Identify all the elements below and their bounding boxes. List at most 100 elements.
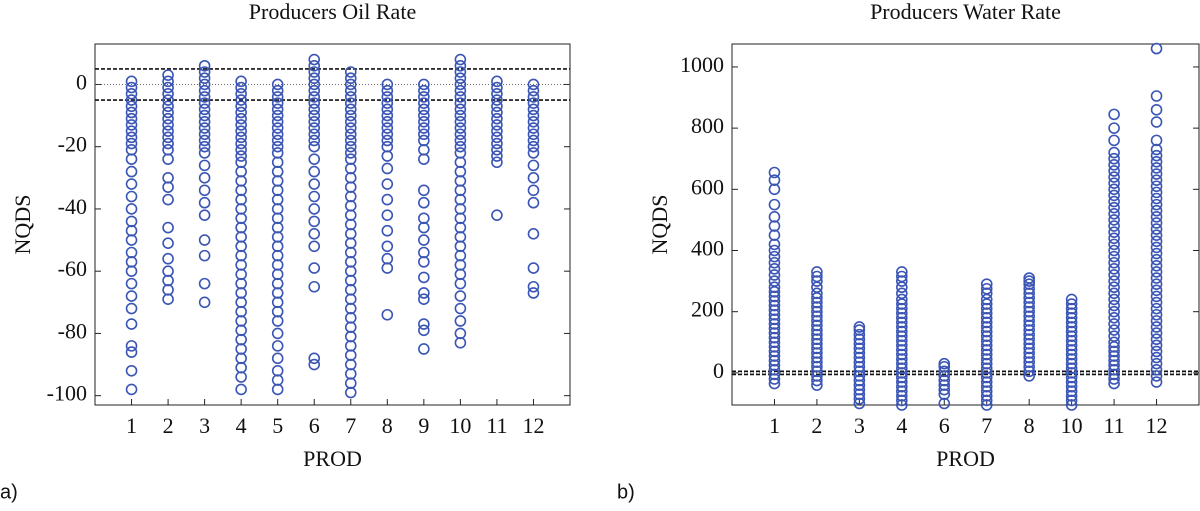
x-axis-label: PROD bbox=[936, 446, 995, 471]
data-point bbox=[418, 343, 430, 355]
data-point bbox=[1150, 339, 1163, 352]
data-point bbox=[527, 78, 540, 91]
y-axis-label: NQDS bbox=[10, 195, 35, 255]
data-point bbox=[980, 321, 993, 333]
data-point bbox=[235, 125, 247, 137]
data-point bbox=[853, 388, 866, 401]
data-point bbox=[198, 209, 211, 221]
data-point bbox=[454, 327, 467, 340]
y-axis-label: NQDS bbox=[647, 195, 672, 255]
x-tick-label: 7 bbox=[981, 413, 992, 438]
data-point bbox=[938, 383, 951, 396]
data-point bbox=[1023, 272, 1035, 284]
data-point bbox=[1108, 345, 1120, 358]
data-point bbox=[1108, 368, 1120, 381]
data-point bbox=[125, 346, 138, 358]
data-point bbox=[454, 336, 467, 349]
x-tick-label: 7 bbox=[345, 413, 356, 438]
data-point bbox=[381, 109, 394, 122]
data-point bbox=[271, 84, 284, 97]
data-point bbox=[491, 112, 503, 125]
y-tick-label: -40 bbox=[58, 194, 87, 219]
data-point bbox=[198, 159, 211, 172]
data-point bbox=[235, 112, 247, 125]
data-point bbox=[1108, 305, 1120, 318]
data-point bbox=[1023, 365, 1035, 378]
y-tick-label: -20 bbox=[58, 132, 87, 157]
data-point bbox=[980, 302, 993, 315]
data-point bbox=[853, 333, 866, 346]
data-point bbox=[1108, 354, 1120, 367]
data-point bbox=[308, 153, 321, 165]
data-point bbox=[198, 140, 211, 153]
data-point bbox=[235, 240, 247, 253]
data-point bbox=[980, 362, 993, 375]
data-point bbox=[811, 379, 823, 391]
y-tick-label: 400 bbox=[691, 236, 724, 261]
data-point bbox=[344, 97, 357, 109]
data-point bbox=[1023, 351, 1035, 364]
data-point bbox=[418, 109, 430, 122]
data-point bbox=[344, 237, 357, 249]
data-point bbox=[381, 134, 394, 147]
data-point bbox=[1065, 334, 1078, 347]
data-point bbox=[1108, 122, 1120, 134]
data-point bbox=[344, 109, 357, 122]
data-point bbox=[308, 128, 321, 141]
data-point bbox=[853, 321, 866, 333]
data-point bbox=[235, 212, 247, 225]
data-point bbox=[125, 178, 138, 190]
data-point bbox=[198, 78, 211, 91]
data-point bbox=[125, 100, 138, 113]
data-point bbox=[1150, 204, 1163, 217]
data-point bbox=[1023, 328, 1035, 341]
data-point bbox=[271, 109, 284, 122]
data-point bbox=[980, 353, 993, 365]
data-point bbox=[344, 200, 357, 212]
data-point bbox=[1150, 198, 1163, 211]
x-tick-label: 1 bbox=[769, 413, 780, 438]
data-point bbox=[811, 287, 823, 300]
data-point bbox=[271, 147, 284, 159]
data-point bbox=[454, 78, 467, 91]
data-point bbox=[768, 364, 781, 376]
data-point bbox=[235, 371, 247, 383]
data-point bbox=[418, 144, 430, 156]
data-point bbox=[198, 59, 211, 72]
data-point bbox=[527, 91, 540, 103]
data-point bbox=[344, 377, 357, 390]
data-point bbox=[811, 324, 823, 336]
x-tick-label: 1 bbox=[126, 413, 137, 438]
data-point bbox=[235, 144, 247, 156]
data-point bbox=[454, 103, 467, 116]
data-point bbox=[162, 293, 174, 305]
x-tick-label: 2 bbox=[811, 413, 822, 438]
data-point bbox=[381, 140, 394, 153]
data-point bbox=[344, 140, 357, 153]
data-point bbox=[125, 165, 138, 178]
data-point bbox=[1065, 394, 1078, 407]
data-point bbox=[1065, 357, 1078, 370]
y-tick-label: -100 bbox=[47, 381, 87, 406]
data-point bbox=[853, 383, 866, 396]
data-point bbox=[1108, 146, 1120, 159]
x-tick-label: 3 bbox=[854, 413, 865, 438]
data-point bbox=[896, 330, 908, 342]
data-point bbox=[198, 147, 211, 159]
data-point bbox=[1108, 171, 1120, 183]
data-point bbox=[980, 330, 993, 342]
data-point bbox=[235, 324, 247, 337]
data-point bbox=[896, 371, 908, 384]
data-point bbox=[418, 234, 430, 246]
data-point bbox=[768, 322, 781, 335]
plot-area bbox=[731, 43, 1200, 406]
data-point bbox=[938, 388, 951, 401]
data-point bbox=[527, 287, 540, 299]
data-point bbox=[768, 244, 781, 257]
data-point bbox=[1108, 220, 1120, 232]
data-point bbox=[344, 358, 357, 371]
data-point bbox=[1150, 302, 1163, 315]
data-point bbox=[1023, 275, 1035, 287]
data-point bbox=[1150, 278, 1163, 290]
data-point bbox=[381, 116, 394, 128]
